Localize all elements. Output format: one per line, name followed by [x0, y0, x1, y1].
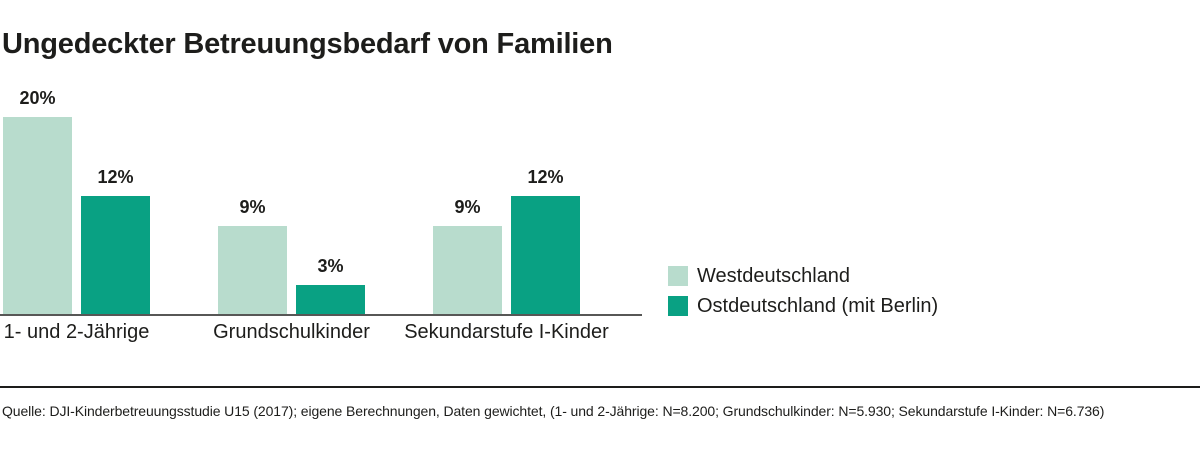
legend-item-westdeutschland: Westdeutschland [668, 264, 938, 287]
value-label: 3% [317, 256, 344, 277]
value-label: 12% [527, 167, 564, 188]
x-axis-line [0, 314, 642, 316]
source-note: Quelle: DJI-Kinderbetreuungsstudie U15 (… [2, 403, 1105, 419]
value-label: 9% [454, 196, 481, 217]
legend-label-westdeutschland: Westdeutschland [697, 264, 851, 287]
bar-west-sekundarstufe [433, 225, 502, 315]
category-label-1-und-2-jaehrige: 1- und 2-Jährige [3, 321, 150, 343]
bar-ost-sekundarstufe [511, 196, 580, 315]
bar-west-1-und-2-jaehrige [3, 117, 72, 315]
bar-ost-1-und-2-jaehrige [81, 196, 150, 315]
legend-item-ostdeutschland: Ostdeutschland (mit Berlin) [668, 294, 939, 317]
bar-west-grundschulkinder [218, 225, 287, 315]
legend-label-ostdeutschland: Ostdeutschland (mit Berlin) [697, 294, 939, 317]
value-label: 20% [19, 88, 56, 108]
chart-title: Ungedeckter Betreuungsbedarf von Familie… [2, 28, 613, 60]
value-label: 9% [239, 196, 266, 217]
value-label: 12% [97, 167, 134, 188]
category-label-sekundarstufe: Sekundarstufe I-Kinder [404, 321, 609, 343]
legend: Westdeutschland Ostdeutschland (mit Berl… [668, 264, 939, 326]
legend-swatch-ost-icon [668, 296, 688, 316]
footer-divider [0, 386, 1200, 388]
category-label-grundschulkinder: Grundschulkinder [213, 321, 370, 343]
bar-ost-grundschulkinder [296, 285, 365, 315]
legend-swatch-west-icon [668, 266, 688, 286]
